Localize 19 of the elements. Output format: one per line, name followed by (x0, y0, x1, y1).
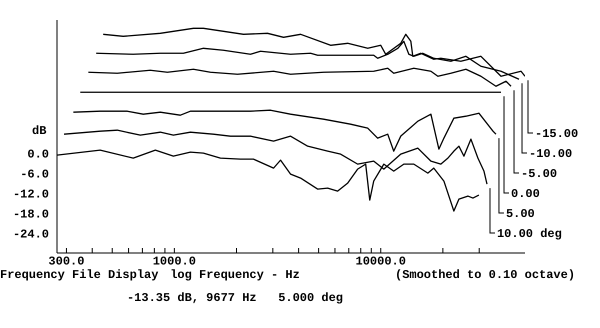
text: -13.35 dB, 9677 Hz 5.000 deg (126, 291, 344, 305)
y-tick-label: -6.0 (20, 167, 49, 182)
y-tick-label: -24.0 (12, 227, 49, 242)
y-axis-title: dB (32, 124, 46, 138)
text: -5.00 (521, 167, 558, 181)
text: -10.00 (529, 147, 572, 161)
x-tick-label: 1000.0 (152, 254, 196, 269)
x-tick-label: 10000.0 (356, 254, 406, 269)
text: Frequency File Display (0, 268, 158, 282)
y-tick-label: -12.0 (12, 187, 49, 202)
text: -15.00 (535, 127, 578, 141)
y-tick-label: 0.0 (27, 147, 49, 162)
text: 10.00 deg (496, 227, 562, 241)
y-tick-label: -18.0 (12, 207, 49, 222)
text: 5.00 (506, 207, 535, 221)
text: (Smoothed to 0.10 octave) (395, 268, 576, 282)
text: 0.00 (511, 187, 540, 201)
x-axis-title: log Frequency - Hz (170, 268, 300, 282)
x-tick-label: 300.0 (48, 254, 84, 269)
